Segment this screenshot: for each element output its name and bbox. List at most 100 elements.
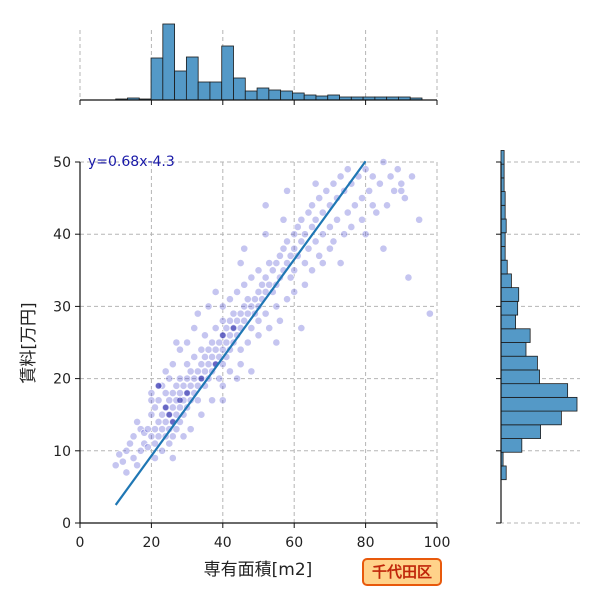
scatter-point: [297, 324, 306, 332]
scatter-point: [208, 396, 216, 405]
scatter-point: [179, 432, 188, 441]
scatter-point: [308, 266, 316, 275]
marginal-y-histogram: [496, 150, 580, 524]
scatter-point: [177, 397, 183, 404]
scatter-point: [372, 208, 381, 217]
scatter-point: [236, 360, 245, 369]
scatter-point: [336, 172, 345, 181]
scatter-point: [343, 208, 352, 217]
x-tick-label: 40: [214, 535, 232, 551]
regression-line: [114, 160, 367, 506]
scatter-point: [161, 418, 170, 426]
scatter-point: [343, 165, 352, 174]
scatter-point: [279, 244, 288, 253]
scatter-point: [247, 302, 256, 311]
x-hist-bar: [327, 94, 340, 101]
scatter-point: [133, 418, 142, 426]
scatter-point: [265, 280, 274, 289]
scatter-point: [297, 215, 306, 224]
scatter-point: [186, 381, 195, 390]
marginal-x-histogram: [79, 23, 438, 105]
scatter-point: [233, 288, 241, 296]
scatter-point: [168, 403, 177, 412]
scatter-point: [161, 389, 170, 397]
y-tick-label: 20: [53, 372, 71, 388]
scatter-point: [315, 194, 324, 202]
scatter-point: [158, 446, 167, 455]
scatter-point: [190, 353, 199, 361]
scatter-point: [243, 295, 252, 304]
scatter-point: [176, 403, 184, 412]
scatter-point: [151, 439, 159, 448]
x-hist-bar: [221, 45, 234, 101]
x-hist-bar: [292, 92, 305, 101]
scatter-point: [201, 367, 209, 376]
y-hist-bar: [500, 424, 541, 439]
scatter-point: [168, 389, 177, 397]
scatter-point: [340, 230, 349, 239]
y-tick-label: 0: [62, 516, 71, 532]
scatter-point: [347, 223, 356, 231]
y-hist-bar: [500, 355, 538, 371]
scatter-point: [358, 215, 366, 224]
scatter-point: [154, 396, 163, 405]
scatter-point: [254, 266, 263, 275]
x-tick-label: 0: [76, 535, 85, 551]
scatter-point: [218, 316, 227, 325]
scatter-point: [211, 345, 220, 354]
scatter-point: [400, 194, 409, 202]
x-tick-label: 80: [357, 535, 375, 551]
scatter-point: [425, 309, 434, 318]
scatter-point: [258, 280, 266, 289]
scatter-point: [136, 446, 145, 455]
scatter-point: [297, 237, 306, 246]
scatter-point: [168, 454, 177, 462]
y-hist-bar: [500, 204, 506, 220]
scatter-point: [308, 223, 316, 231]
scatter-point: [183, 338, 191, 347]
scatter-point: [229, 309, 238, 318]
scatter-point: [218, 381, 227, 390]
x-hist-bar: [174, 70, 187, 101]
scatter-point: [129, 454, 138, 462]
y-hist-bar: [500, 232, 506, 247]
x-tick-label: 100: [424, 535, 451, 551]
scatter-point: [222, 324, 231, 332]
x-hist-bar: [185, 56, 199, 101]
scatter-point: [197, 410, 206, 419]
scatter-point: [204, 302, 213, 311]
scatter-point: [211, 288, 220, 296]
scatter-point: [172, 381, 181, 390]
x-hist-bar: [280, 90, 293, 101]
scatter-point: [265, 324, 274, 332]
scatter-point: [379, 244, 388, 253]
scatter-point: [283, 237, 291, 246]
scatter-point: [322, 186, 331, 195]
y-hist-bar: [500, 273, 512, 289]
scatter-point: [183, 374, 191, 383]
scatter-point: [358, 194, 366, 202]
x-tick-label: 60: [285, 535, 303, 551]
scatter-point: [211, 324, 220, 332]
scatter-point: [318, 208, 327, 217]
scatter-point: [368, 201, 377, 210]
y-hist-bar: [500, 300, 519, 316]
scatter-point: [261, 230, 270, 239]
scatter-point: [168, 432, 177, 441]
scatter-point: [301, 230, 309, 239]
scatter-point: [240, 280, 249, 289]
scatter-point: [190, 324, 199, 332]
scatter-point: [279, 215, 288, 224]
scatter-point: [176, 374, 184, 383]
scatter-points: [111, 158, 434, 477]
scatter-point: [336, 259, 345, 267]
scatter-point: [122, 468, 131, 477]
scatter-point: [397, 186, 406, 195]
scatter-point: [272, 338, 281, 347]
x-hist-bar: [150, 57, 164, 101]
scatter-point: [126, 439, 134, 448]
scatter-point: [325, 244, 334, 253]
x-hist-bar: [233, 77, 246, 101]
scatter-point: [318, 230, 327, 239]
x-ticks: 0 20 40 60 80 100: [76, 523, 451, 551]
